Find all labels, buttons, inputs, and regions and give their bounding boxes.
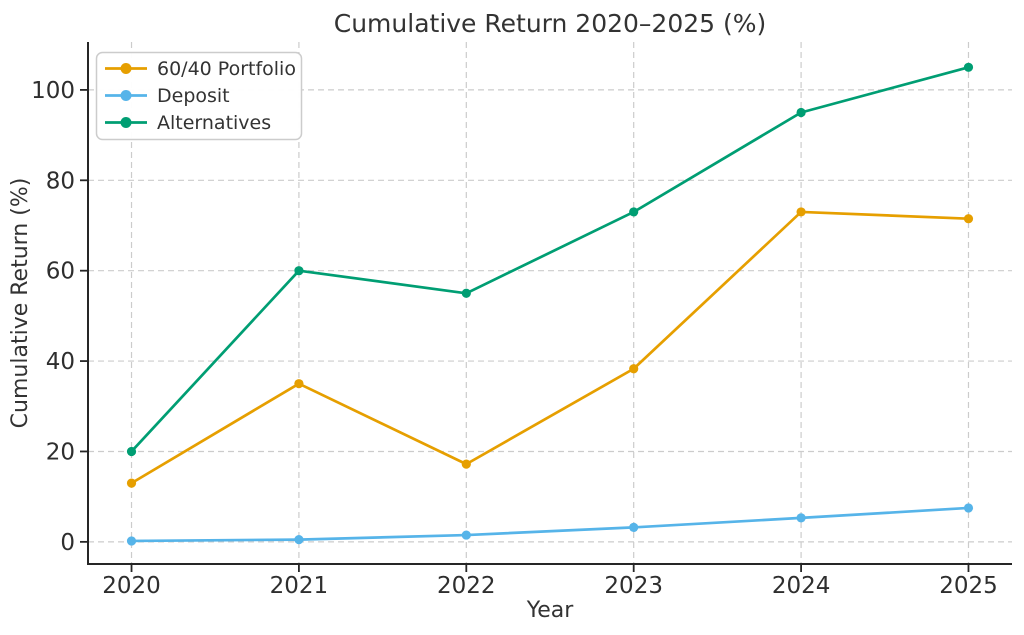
data-point-marker: [294, 379, 304, 389]
legend-label: 60/40 Portfolio: [157, 58, 296, 80]
legend-marker: [120, 63, 132, 74]
data-point-marker: [294, 266, 304, 276]
tick-label-layer: 2020 2021 2022 2023 2024 2025 0 20 40 60 80 100: [31, 78, 998, 599]
data-point-marker: [629, 522, 639, 532]
x-tick-label: 2020: [102, 573, 161, 599]
x-tick-label: 2024: [772, 573, 831, 599]
legend-label: Alternatives: [157, 112, 271, 134]
series-60-40-portfolio: [126, 207, 974, 488]
data-point-marker: [963, 214, 974, 224]
series-layer: [126, 62, 974, 546]
x-tick-label: 2022: [437, 573, 496, 599]
y-tick-label: 100: [31, 78, 75, 104]
x-axis-label: Year: [526, 598, 575, 623]
series-deposit: [126, 503, 974, 546]
data-point-marker: [796, 107, 806, 118]
data-point-marker: [796, 207, 806, 217]
data-point-marker: [796, 513, 806, 523]
data-point-marker: [461, 288, 471, 298]
axis-layer: [80, 42, 1012, 572]
y-axis-label: Cumulative Return (%): [8, 178, 33, 429]
data-point-marker: [126, 478, 137, 488]
y-tick-label: 20: [46, 439, 75, 465]
data-point-marker: [126, 536, 137, 546]
series-alternatives: [126, 62, 974, 457]
y-tick-label: 80: [46, 168, 75, 194]
legend-marker: [120, 117, 132, 128]
data-point-marker: [461, 459, 471, 469]
x-tick-label: 2023: [604, 573, 663, 599]
series-line: [130, 210, 970, 485]
y-tick-label: 40: [46, 349, 75, 375]
data-point-marker: [963, 62, 974, 72]
x-tick-label: 2021: [270, 573, 329, 599]
x-tick-label: 2025: [939, 573, 998, 599]
series-line: [130, 65, 970, 453]
y-tick-label: 60: [46, 259, 75, 285]
legend-marker: [120, 90, 132, 101]
data-point-marker: [629, 364, 639, 374]
data-point-marker: [963, 503, 974, 513]
legend-label: Deposit: [157, 85, 230, 107]
legend-box: [95, 51, 303, 141]
chart-title: Cumulative Return 2020–2025 (%): [334, 9, 767, 38]
legend: 60/40 Portfolio Deposit Alternatives: [95, 51, 303, 141]
data-point-marker: [126, 446, 137, 457]
data-point-marker: [294, 534, 304, 545]
series-line: [130, 506, 970, 543]
data-point-marker: [629, 207, 639, 217]
y-tick-label: 0: [60, 530, 75, 556]
data-point-marker: [461, 530, 471, 540]
